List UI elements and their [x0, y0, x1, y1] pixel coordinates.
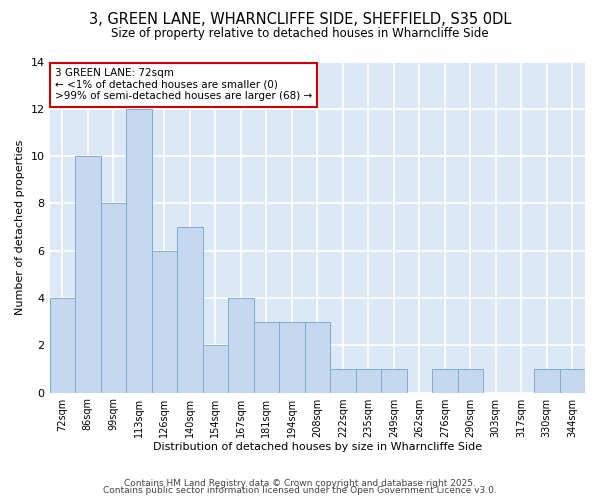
Bar	[381, 369, 407, 392]
X-axis label: Distribution of detached houses by size in Wharncliffe Side: Distribution of detached houses by size …	[153, 442, 482, 452]
Bar	[254, 322, 279, 392]
Text: Contains HM Land Registry data © Crown copyright and database right 2025.: Contains HM Land Registry data © Crown c…	[124, 478, 476, 488]
Bar	[330, 369, 356, 392]
Text: Size of property relative to detached houses in Wharncliffe Side: Size of property relative to detached ho…	[111, 28, 489, 40]
Bar	[101, 204, 126, 392]
Text: 3 GREEN LANE: 72sqm
← <1% of detached houses are smaller (0)
>99% of semi-detach: 3 GREEN LANE: 72sqm ← <1% of detached ho…	[55, 68, 312, 102]
Bar	[279, 322, 305, 392]
Bar	[75, 156, 101, 392]
Bar	[177, 227, 203, 392]
Bar	[203, 346, 228, 393]
Bar	[560, 369, 585, 392]
Bar	[50, 298, 75, 392]
Bar	[458, 369, 483, 392]
Y-axis label: Number of detached properties: Number of detached properties	[15, 140, 25, 314]
Bar	[152, 250, 177, 392]
Bar	[305, 322, 330, 392]
Text: Contains public sector information licensed under the Open Government Licence v3: Contains public sector information licen…	[103, 486, 497, 495]
Bar	[432, 369, 458, 392]
Text: 3, GREEN LANE, WHARNCLIFFE SIDE, SHEFFIELD, S35 0DL: 3, GREEN LANE, WHARNCLIFFE SIDE, SHEFFIE…	[89, 12, 511, 28]
Bar	[126, 109, 152, 393]
Bar	[356, 369, 381, 392]
Bar	[534, 369, 560, 392]
Bar	[228, 298, 254, 392]
